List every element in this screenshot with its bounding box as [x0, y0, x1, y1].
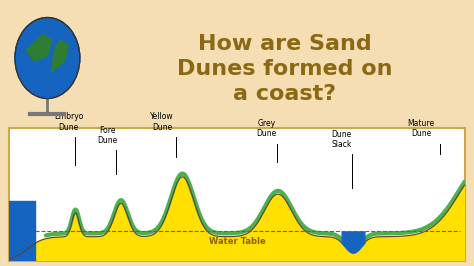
Polygon shape — [9, 201, 35, 261]
Polygon shape — [52, 40, 69, 72]
Polygon shape — [9, 177, 465, 261]
Polygon shape — [26, 35, 52, 61]
Text: Dune
Slack: Dune Slack — [331, 130, 352, 149]
Text: Yellow
Dune: Yellow Dune — [150, 112, 174, 132]
Text: Grey
Dune: Grey Dune — [256, 119, 277, 138]
Circle shape — [15, 18, 80, 98]
Text: Sea: Sea — [18, 187, 36, 196]
Text: Mature
Dune: Mature Dune — [408, 119, 435, 138]
Text: Water Table: Water Table — [209, 237, 265, 246]
FancyBboxPatch shape — [9, 128, 465, 261]
Text: Fore
Dune: Fore Dune — [97, 126, 118, 145]
Text: Embryo
Dune: Embryo Dune — [54, 112, 83, 132]
Text: How are Sand
Dunes formed on
a coast?: How are Sand Dunes formed on a coast? — [177, 34, 392, 104]
